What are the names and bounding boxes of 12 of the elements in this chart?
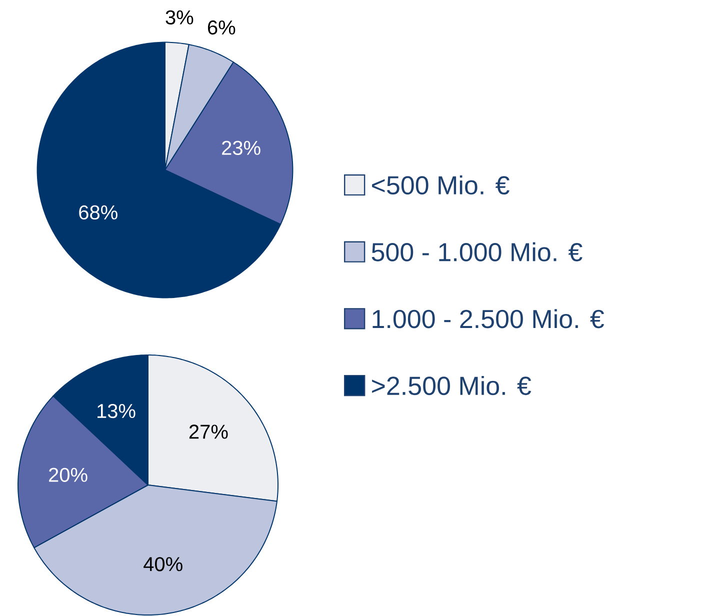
data-label: 27% (189, 424, 228, 439)
legend-label: >2.500 Mio. € (372, 376, 532, 396)
legend-label: 500 - 1.000 Mio. € (372, 242, 582, 262)
data-label: 68% (79, 206, 118, 220)
data-label: 23% (222, 141, 260, 156)
data-label: 20% (49, 468, 88, 482)
legend-label: 1.000 - 2.500 Mio. € (372, 309, 604, 328)
legend-label: <500 Mio. € (372, 176, 510, 195)
data-label: 3% (166, 10, 194, 25)
data-label: 6% (208, 20, 236, 35)
data-label: 40% (144, 557, 182, 572)
data-label: 13% (98, 404, 136, 418)
